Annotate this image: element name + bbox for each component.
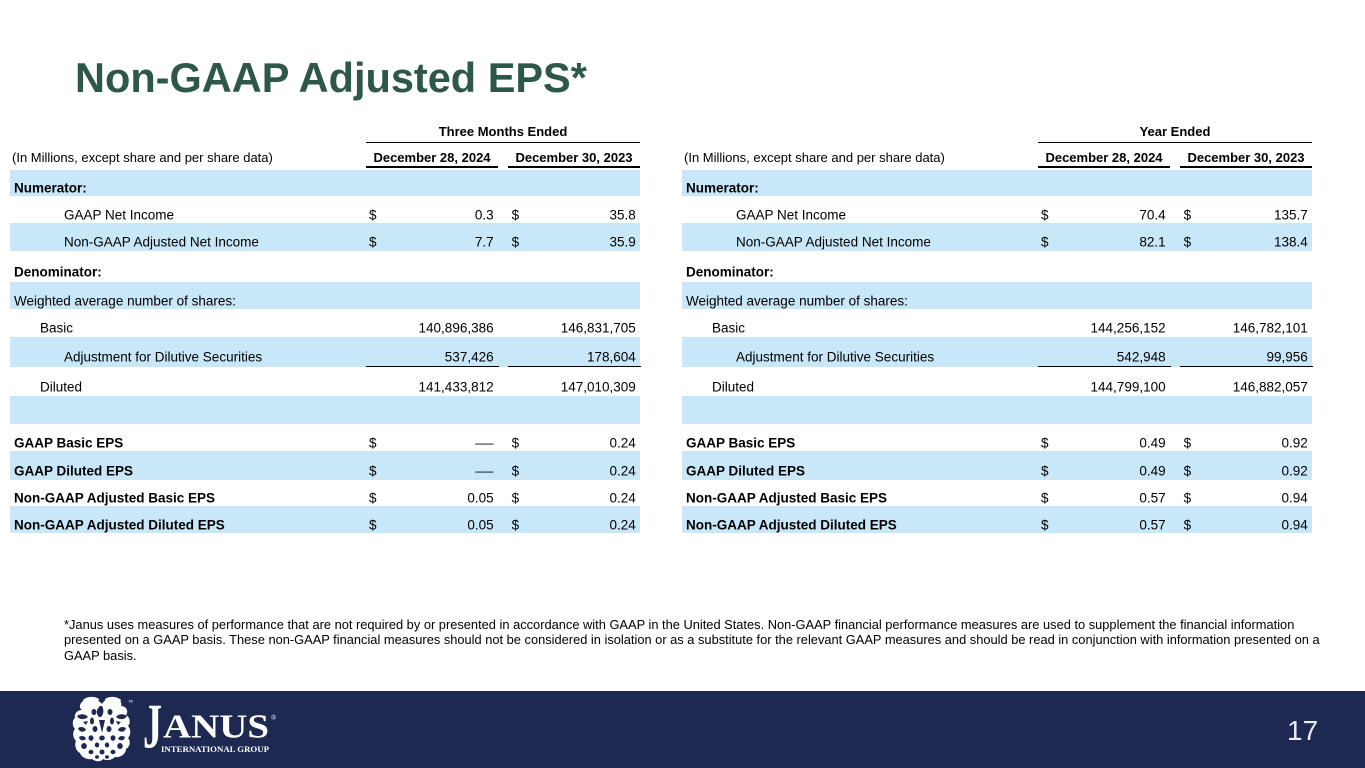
svg-text:®: ® bbox=[271, 714, 277, 722]
svg-text:™: ™ bbox=[128, 700, 133, 706]
svg-text:J: J bbox=[143, 698, 162, 760]
svg-text:ANUS: ANUS bbox=[163, 709, 269, 746]
svg-text:INTERNATIONAL GROUP: INTERNATIONAL GROUP bbox=[161, 745, 269, 754]
